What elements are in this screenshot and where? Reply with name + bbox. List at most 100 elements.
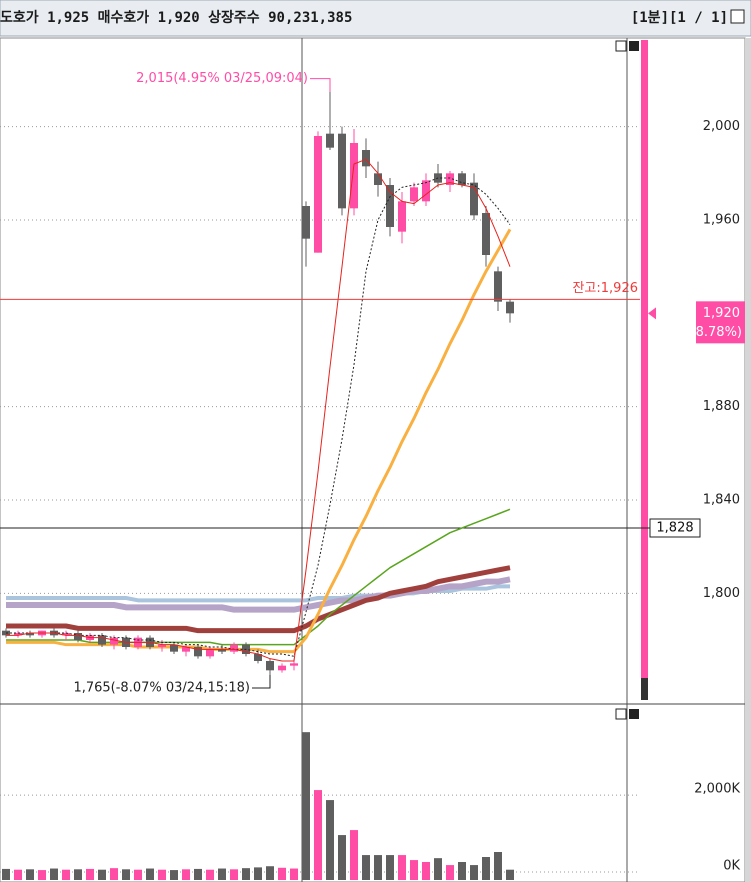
candle-body (470, 182, 478, 216)
candle-body (362, 150, 370, 167)
volume-bar (266, 866, 274, 880)
volume-bar (158, 869, 166, 880)
volume-bar (410, 860, 418, 880)
candle-body (326, 133, 334, 148)
volume-bar (122, 869, 130, 880)
candle-body (254, 654, 262, 661)
candle-body (14, 633, 22, 636)
minimize-icon[interactable] (615, 40, 627, 52)
low-annotation: 1,765(-8.07% 03/24,15:18) (73, 681, 250, 696)
volume-bar (38, 870, 46, 880)
volume-bar (206, 869, 214, 880)
volume-bar (386, 855, 394, 880)
volume-bar (326, 800, 334, 880)
volume-bar (398, 855, 406, 880)
candle-body (206, 649, 214, 657)
candle-body (278, 665, 286, 671)
volume-bar (194, 868, 202, 880)
volume-bar (218, 868, 226, 880)
volume-bar (170, 870, 178, 880)
candle-body (182, 647, 190, 652)
candle-body (386, 185, 394, 227)
volume-bar (446, 865, 454, 880)
window-button[interactable] (730, 9, 745, 24)
current-price-pointer (648, 307, 656, 320)
period-info[interactable]: [1분][1 / 1] (631, 10, 728, 26)
high-annotation-arrow (310, 78, 331, 92)
candle-body (62, 633, 70, 636)
volume-bar (470, 865, 478, 880)
crosshair-label: 1,828 (656, 521, 693, 536)
chart-frame (0, 37, 746, 882)
header-bar (0, 0, 751, 37)
volume-bar (146, 868, 154, 880)
candle-body (230, 644, 238, 652)
candle-body (170, 644, 178, 652)
candle-body (482, 213, 490, 255)
candle-body (266, 661, 274, 671)
candle-body (338, 133, 346, 209)
volume-bar (302, 732, 310, 880)
panel-icons (615, 40, 639, 720)
volume-bar (338, 835, 346, 880)
moving-average-line (6, 576, 511, 613)
volume-bar (242, 868, 250, 880)
y-tick-label: 1,840 (703, 493, 740, 508)
y-tick-label: 1,880 (703, 399, 740, 414)
close-icon[interactable] (629, 709, 639, 719)
scroll-edge (745, 38, 751, 882)
volume-bar (110, 868, 118, 880)
candle-body (194, 647, 202, 657)
minimize-icon[interactable] (615, 708, 627, 720)
candle-body (374, 173, 382, 185)
moving-average-line (6, 565, 511, 634)
candle-body (410, 187, 418, 202)
candle-body (74, 633, 82, 640)
volume-bar (506, 869, 514, 880)
volume-bar (314, 790, 322, 880)
volume-bar (50, 868, 58, 880)
volume-bar (2, 868, 10, 880)
current-price-label: 1,920 (703, 306, 740, 321)
low-annotation-arrow (252, 675, 271, 689)
volume-bar (350, 830, 358, 880)
volume-bar (482, 857, 490, 880)
candle-body (26, 633, 34, 636)
candle-body (110, 637, 118, 645)
volume-bar (362, 855, 370, 880)
volume-tick-label: 0K (723, 859, 740, 874)
y-tick-label: 2,000 (703, 119, 740, 134)
volume-bar (458, 862, 466, 880)
candle-body (290, 663, 298, 666)
quote-info: 도호가 1,925 매수호가 1,920 상장주수 90,231,385 (0, 9, 352, 26)
volume-bar (254, 867, 262, 880)
volume-bar (14, 869, 22, 880)
close-icon[interactable] (629, 41, 639, 51)
volume-bar (74, 869, 82, 880)
candle-body (458, 173, 466, 185)
candle-body (314, 136, 322, 253)
volume-bar (278, 867, 286, 880)
crosshair-label-box (649, 518, 701, 538)
y-tick-label: 1,800 (703, 586, 740, 601)
volume-bar (422, 862, 430, 880)
moving-average-line (6, 177, 511, 657)
candle-body (422, 180, 430, 202)
candle-body (98, 635, 106, 645)
candle-body (158, 644, 166, 647)
moving-average-line (6, 228, 512, 654)
range-bar-thumb[interactable] (641, 678, 648, 700)
volume-bar (26, 869, 34, 880)
candle-body (350, 143, 358, 209)
candle-body (398, 201, 406, 232)
volume-bar (62, 869, 70, 880)
y-tick-label: 1,960 (703, 213, 740, 228)
range-bar[interactable] (641, 40, 648, 700)
volume-bar (98, 869, 106, 880)
volume-bar (182, 869, 190, 880)
candle-body (302, 206, 310, 239)
candle-body (494, 271, 502, 302)
volume-bar (374, 855, 382, 880)
candle-body (218, 649, 226, 652)
volume-bar (494, 852, 502, 880)
